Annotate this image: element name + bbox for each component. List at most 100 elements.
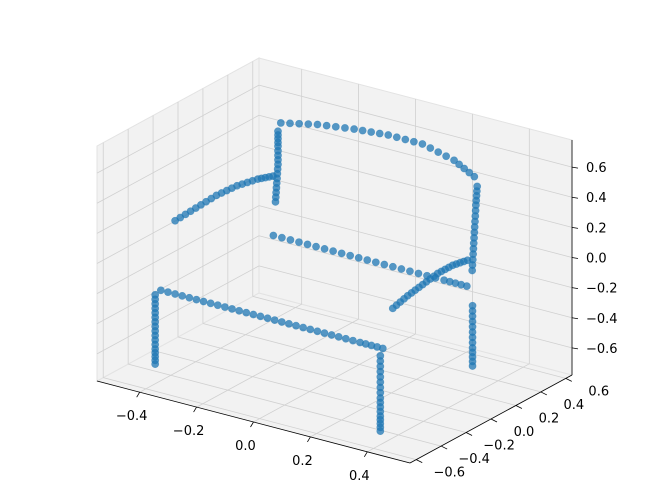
z-gridline-back [258,114,573,198]
data-point-seat-front-edge [249,310,258,319]
data-point-seat-front-edge [378,344,387,353]
data-point-seat-front-edge [341,334,350,343]
data-point-backrest-top [375,129,384,138]
z-tick-label: −0.6 [586,342,618,357]
z-gridline-back [258,205,573,289]
data-point-backrest-top [392,133,401,142]
data-point-seat-back-edge [388,262,397,271]
data-point-seat-front-edge [178,291,187,300]
data-point-backrest-top [450,156,458,165]
data-point-backrest-top [401,135,410,144]
data-point-backrest-top [434,148,443,157]
y-gridline-floor [128,363,442,447]
data-point-seat-front-edge [277,318,286,326]
y-tick-mark [490,418,498,423]
z-tick-mark [571,196,579,199]
x-tick-mark [307,436,311,443]
z-tick-mark [571,226,579,229]
data-point-seat-front-edge [256,312,265,321]
y-tick-label: 0.4 [564,398,585,413]
x-tick-mark [193,406,197,413]
x-tick-label: −0.2 [173,424,205,439]
z-tick-mark [571,347,579,350]
y-tick-mark [565,378,572,382]
data-point-seat-front-edge [285,319,293,328]
data-point-backrest-top [367,128,376,136]
data-point-backrest-top [313,120,322,129]
x-tick-label: 0.0 [235,439,256,454]
data-point-seat-front-edge [349,336,357,345]
y-tick-mark [440,445,448,450]
axes-panes [95,57,574,464]
z-gridline-left [96,205,260,294]
data-point-seat-back-edge [329,247,338,256]
tick-labels: −0.4−0.20.00.20.4 −0.6−0.4−0.20.00.20.40.… [116,161,618,484]
data-point-backrest-top [465,168,474,177]
z-gridline-back [258,84,573,168]
z-tick-label: 0.4 [586,191,607,206]
data-point-seat-back-edge [462,282,471,291]
data-point-seat-back-edge [406,267,414,276]
data-point-seat-front-edge [320,329,329,338]
data-point-front-right-leg [376,427,385,436]
data-point-backrest-right-side [473,182,482,191]
y-gridline-floor [177,336,492,420]
tick-marks [136,166,579,463]
data-point-backrest-top [331,122,340,131]
data-point-seat-front-edge [156,286,165,295]
x-tick-label: 0.4 [349,469,370,484]
y-tick-label: −0.4 [458,452,490,467]
z-gridline-left [96,265,260,355]
y-gridline-floor [103,377,417,461]
y-gridline-floor [202,323,517,406]
data-point-seat-front-edge [228,305,236,313]
data-point-seat-front-edge [292,321,300,330]
data-point-seat-front-edge [185,293,194,302]
data-point-seat-back-edge [337,249,346,258]
data-point-seat-front-edge [313,327,322,336]
data-point-seat-front-edge [171,290,179,298]
z-gridline-back [258,175,573,258]
data-point-seat-front-edge [270,316,279,325]
data-point-backrest-top [442,152,451,161]
data-point-backrest-top [455,160,464,169]
data-point-seat-back-edge [354,253,363,262]
z-gridline-left [96,145,260,234]
data-point-seat-back-edge [269,231,278,240]
data-point-seat-front-edge [164,288,172,297]
data-point-seat-front-edge [199,297,208,306]
data-point-seat-back-edge [312,242,320,251]
data-point-front-left-leg [151,360,160,369]
data-point-backrest-top [350,125,359,133]
data-point-backrest-top [358,126,367,135]
data-point-seat-front-edge [242,308,251,317]
y-tick-label: 0.0 [514,425,535,440]
data-point-back-right-leg [468,362,477,370]
y-tick-mark [540,391,548,396]
y-tick-mark [515,405,523,409]
data-point-backrest-left-side [274,127,282,136]
data-point-seat-back-edge [286,236,295,244]
data-point-seat-back-edge [295,238,303,247]
y-tick-label: 0.2 [539,411,560,426]
data-point-seat-back-edge [431,274,440,282]
data-point-backrest-top [276,119,285,127]
data-point-backrest-top [409,137,418,146]
z-tick-label: 0.0 [586,252,607,267]
z-tick-label: 0.6 [586,161,607,176]
data-point-seat-back-edge [277,233,286,242]
data-point-seat-back-edge [414,269,423,278]
y-gridline-floor [152,350,467,433]
z-tick-mark [571,317,579,320]
z-gridline-back [258,144,573,228]
x-tick-label: 0.2 [292,454,313,469]
data-point-seat-front-edge [220,303,229,311]
z-gridline-back [258,265,573,349]
data-point-backrest-top [304,120,313,129]
data-point-backrest-top [470,172,479,181]
y-tick-label: 0.6 [588,384,609,399]
y-tick-mark [465,432,473,436]
data-points [151,119,482,436]
data-point-seat-back-edge [363,256,372,264]
